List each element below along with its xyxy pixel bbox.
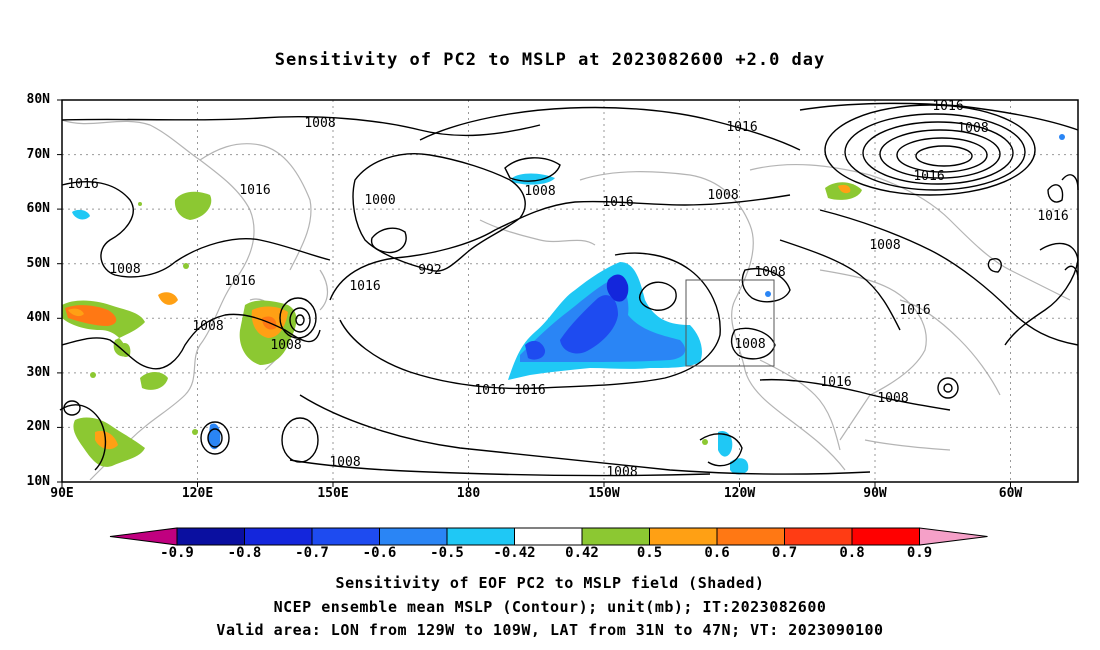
colorbar-tick-label: -0.7 [295,545,329,561]
contour-label: 1016 [726,120,757,135]
contour-label: 1008 [734,337,765,352]
lat-label: 20N [26,419,50,435]
colorbar-segment [311,527,380,546]
lat-label: 30N [26,364,50,380]
contour-label: 1016 [474,383,505,398]
contour-label: 1008 [754,265,785,280]
lon-label: 150W [588,486,620,501]
axis-ticks [57,99,1011,487]
footer-line-2: NCEP ensemble mean MSLP (Contour); unit(… [273,598,827,616]
valid-area-box [685,279,775,367]
map-panel: 1008 1016 1016 1008 1016 1016 1008 1008 1016 1016… [26,92,1079,501]
contour-label: 1008 [109,262,140,277]
map-title: Sensitivity of PC2 to MSLP at 2023082600… [274,50,826,70]
colorbar-tick-label: 0.42 [565,545,599,561]
lon-label: 90E [50,486,74,501]
lat-label: 80N [26,92,50,107]
lon-label: 180 [456,486,481,501]
contour-label: 1016 [1037,209,1068,224]
colorbar-segment [851,527,920,546]
lon-label: 120W [723,486,756,501]
contour-label: 1008 [606,465,637,480]
colorbar-tick-label: 0.9 [906,545,933,561]
colorbar-svg [109,527,988,546]
colorbar-segment [581,527,650,546]
lat-label: 50N [26,255,50,271]
contour-label: 1008 [524,184,555,199]
colorbar-tick-label: -0.9 [160,545,194,561]
colorbar-segment [514,527,583,546]
colorbar-segment [716,527,785,546]
colorbar-tick-label: 0.6 [704,545,730,561]
colorbar-tick-label: -0.5 [430,545,464,561]
colorbar-tick-label: -0.6 [362,545,397,561]
map-gridlines [62,100,1078,482]
contour-label: 992 [418,263,441,278]
contour-label: 1000 [364,193,395,208]
lat-label: 60N [26,201,50,217]
contour-label: 1016 [239,183,270,198]
colorbar-tick-label: -0.42 [493,545,536,561]
colorbar-segment [379,527,448,546]
colorbar-tick-label: -0.8 [227,545,262,561]
contour-label: 1016 [514,383,545,398]
contour-labels: 1008 1016 1016 1008 1016 1016 1008 1008 1016 1016… [67,99,1068,480]
contour-label: 1016 [224,274,255,289]
contour-label: 1016 [602,195,633,210]
contour-label: 1016 [932,99,963,114]
colorbar-left-arrow [109,527,178,546]
colorbar-segment [649,527,718,546]
mslp-contours [59,102,1079,477]
colorbar-segment [784,527,853,546]
lon-label: 60W [998,486,1023,501]
lon-label: 90W [863,486,887,501]
lat-label: 70N [26,146,50,162]
lon-label: 120E [181,486,214,501]
colorbar-segment [244,527,313,546]
colorbar-segment [446,527,515,546]
map-frame [61,99,1079,483]
colorbar-right-arrow [919,527,988,546]
map-canvas: 1008 1016 1016 1008 1016 1016 1008 1008 1016 1016… [57,99,1079,487]
contour-label: 1016 [349,279,380,294]
colorbar-tick-label: 0.7 [771,545,798,561]
lat-label: 10N [26,474,50,489]
contour-label: 1008 [304,116,335,131]
colorbar-tick-label: 0.5 [636,545,663,561]
contour-label: 1008 [329,455,360,470]
colorbar-segment [176,527,245,546]
contour-label: 1016 [67,177,98,192]
footer-line-3: Valid area: LON from 129W to 109W, LAT f… [216,621,884,639]
colorbar [0,520,1100,570]
contour-label: 1016 [899,303,930,318]
contour-label: 1008 [869,238,900,253]
contour-label: 1008 [270,338,301,353]
contour-label: 1008 [957,121,988,136]
contour-label: 1016 [913,169,944,184]
contour-label: 1008 [877,391,908,406]
sensitivity-shading [62,134,1065,475]
contour-label: 1008 [707,188,738,203]
contour-label: 1008 [192,319,223,334]
footer-line-1: Sensitivity of EOF PC2 to MSLP field (Sh… [335,574,765,592]
contour-label: 1016 [820,375,851,390]
lon-label: 150E [317,486,349,501]
lat-label: 40N [26,310,50,326]
colorbar-tick-label: 0.8 [839,545,865,561]
